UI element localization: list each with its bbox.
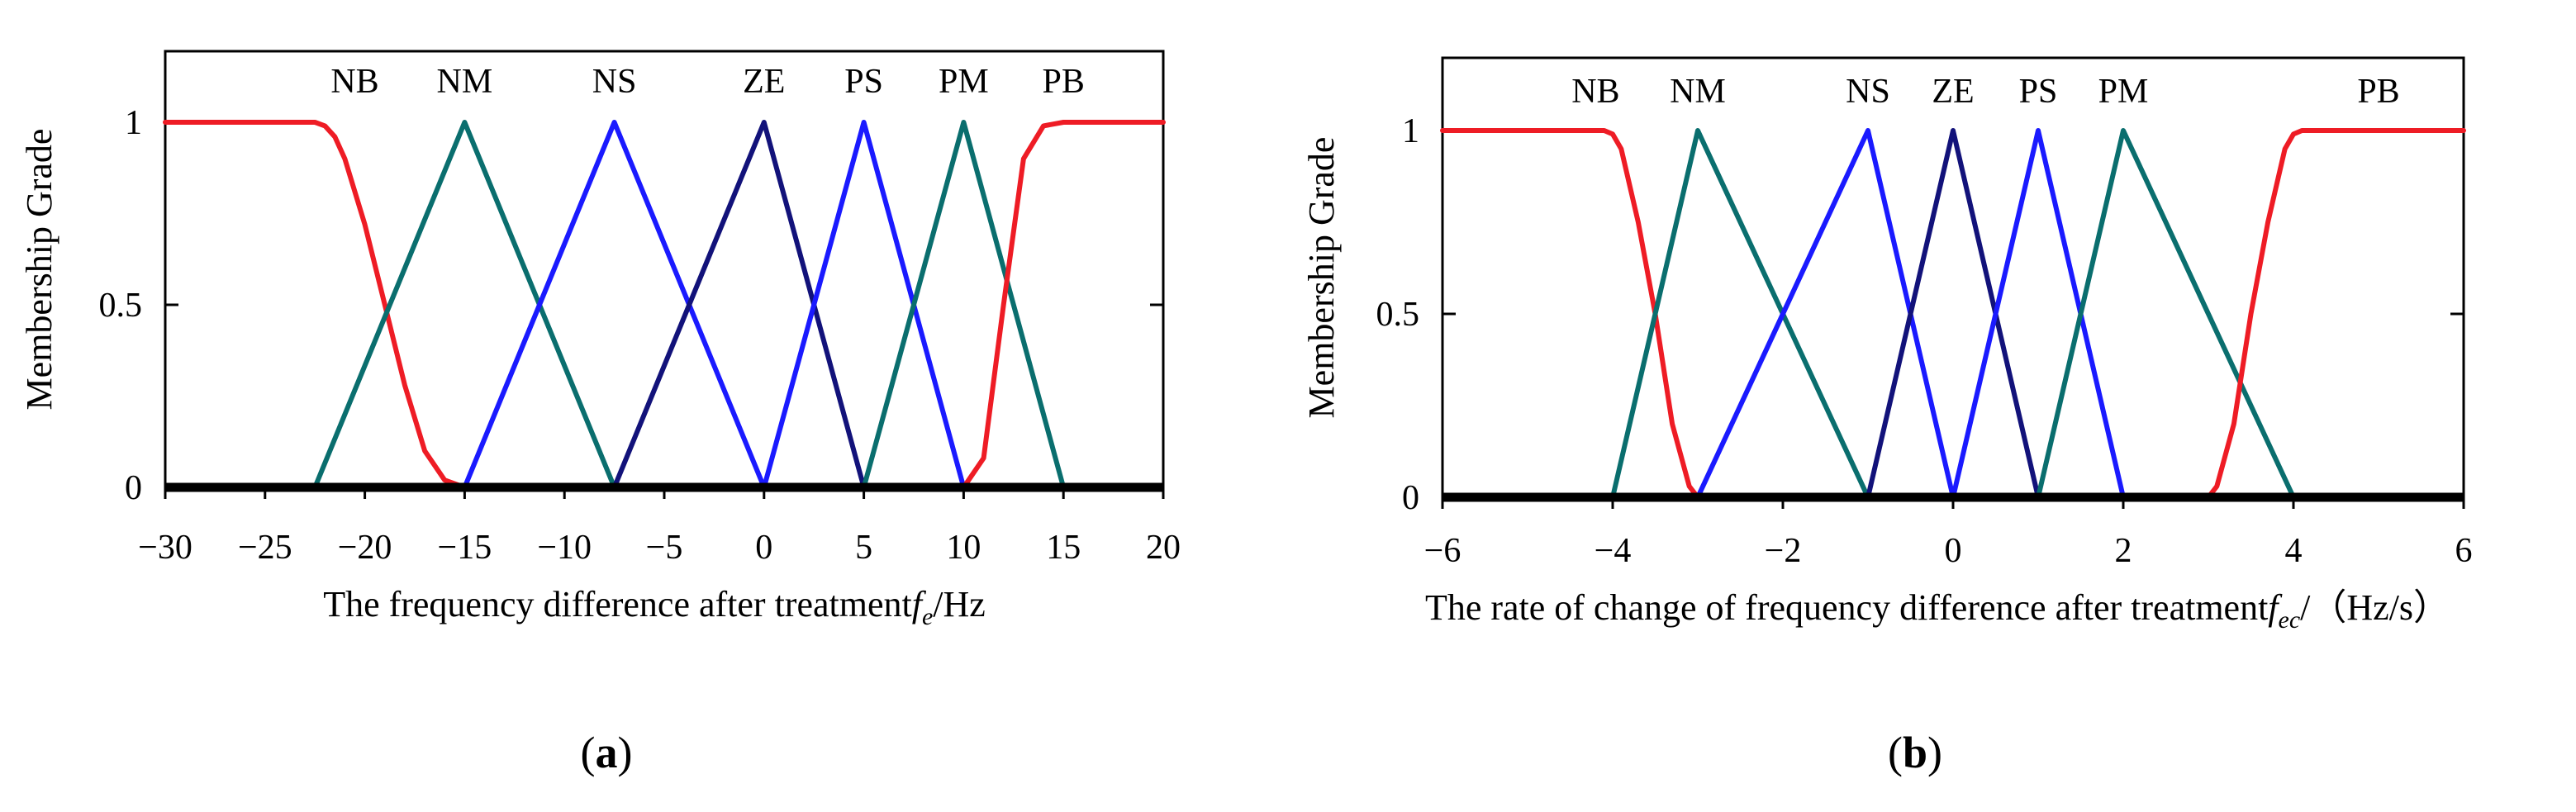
x-tick-label: 0	[755, 529, 772, 567]
y-tick-label: 0.5	[1376, 296, 1420, 334]
y-tick-label: 0	[1402, 479, 1419, 517]
series-line-nm	[312, 120, 617, 490]
series-line-ps	[1951, 128, 2126, 500]
set-label-ps: PS	[2019, 73, 2058, 111]
x-tick-label: 0	[1945, 532, 1962, 570]
x-tick-label: 4	[2285, 532, 2303, 570]
x-tick-label: −4	[1595, 532, 1632, 570]
set-label-pb: PB	[1043, 63, 1085, 101]
y-tick-label: 0	[125, 469, 142, 507]
series-line-ps	[761, 120, 967, 490]
x-tick-label: 10	[946, 529, 981, 567]
y-axis-label: Membership Grade	[1301, 137, 1342, 419]
set-label-nm: NM	[1670, 73, 1726, 111]
set-label-pm: PM	[939, 63, 989, 101]
series-line-pm	[2036, 128, 2296, 500]
y-tick-label: 0.5	[99, 287, 143, 325]
set-label-ns: NS	[592, 63, 637, 101]
caption-b-letter: b	[1902, 728, 1928, 777]
series-line-ns	[462, 120, 767, 490]
x-axis-label-subscript: e	[922, 603, 933, 630]
x-tick-label: 6	[2455, 532, 2473, 570]
x-axis-label-unit: /Hz	[933, 584, 986, 624]
x-axis-label: The frequency difference after treatment…	[323, 584, 986, 630]
set-label-pb: PB	[2357, 73, 2399, 111]
x-axis-label-text: The rate of change of frequency differen…	[1425, 587, 2268, 628]
series-line-ns	[1695, 128, 1956, 500]
series-line-nb	[1440, 128, 1700, 500]
series-line-ze	[611, 120, 867, 490]
plot-frame	[1441, 56, 2465, 497]
plot-frame	[164, 50, 1165, 487]
set-label-nb: NB	[330, 63, 378, 101]
series-line-ze	[1865, 128, 2041, 500]
set-label-ps: PS	[844, 63, 883, 101]
y-tick-label: 1	[125, 104, 142, 142]
set-label-nb: NB	[1571, 73, 1619, 111]
set-label-nm: NM	[437, 63, 493, 101]
caption-a-letter: a	[595, 728, 618, 777]
x-tick-label: 15	[1046, 529, 1081, 567]
series-line-pb	[2206, 128, 2466, 500]
series-line-nm	[1610, 128, 1870, 500]
set-label-ze: ZE	[743, 63, 785, 101]
x-tick-label: −30	[138, 529, 192, 567]
caption-a: (a)	[580, 728, 633, 777]
x-tick-label: −15	[438, 529, 492, 567]
x-tick-label: 5	[855, 529, 872, 567]
x-axis-label-text: The frequency difference after treatment	[323, 584, 912, 624]
series-line-nb	[163, 120, 468, 490]
series-line-pm	[861, 120, 1067, 490]
x-tick-label: 20	[1146, 529, 1181, 567]
y-axis-label: Membership Grade	[19, 129, 59, 411]
x-tick-label: −10	[537, 529, 592, 567]
set-label-pm: PM	[2098, 73, 2149, 111]
x-axis-label-subscript: ec	[2279, 606, 2301, 634]
x-axis-label: The rate of change of frequency differen…	[1425, 587, 2450, 634]
set-label-ns: NS	[1846, 73, 1890, 111]
y-tick-label: 1	[1402, 112, 1419, 150]
chart-panel-b: 0 0.5 1 −6 −4 −2 0 2 4 6 NB NM NS ZE PS PM PB Membership …	[1301, 56, 2473, 634]
x-tick-label: −20	[338, 529, 392, 567]
x-tick-label: −2	[1765, 532, 1802, 570]
x-tick-label: −25	[238, 529, 292, 567]
x-tick-label: −6	[1424, 532, 1461, 570]
set-label-ze: ZE	[1932, 73, 1974, 111]
x-tick-label: −5	[646, 529, 683, 567]
chart-panel-a: 0 0.5 1 −30 −25 −20 −15 −10 −5 0 5 10 15 20 NB NM NS ZE PS…	[19, 50, 1181, 630]
series-line-pb	[961, 120, 1166, 490]
x-axis-label-unit: /（Hz/s）	[2300, 587, 2450, 628]
x-tick-label: 2	[2115, 532, 2132, 570]
caption-b: (b)	[1887, 728, 1943, 777]
